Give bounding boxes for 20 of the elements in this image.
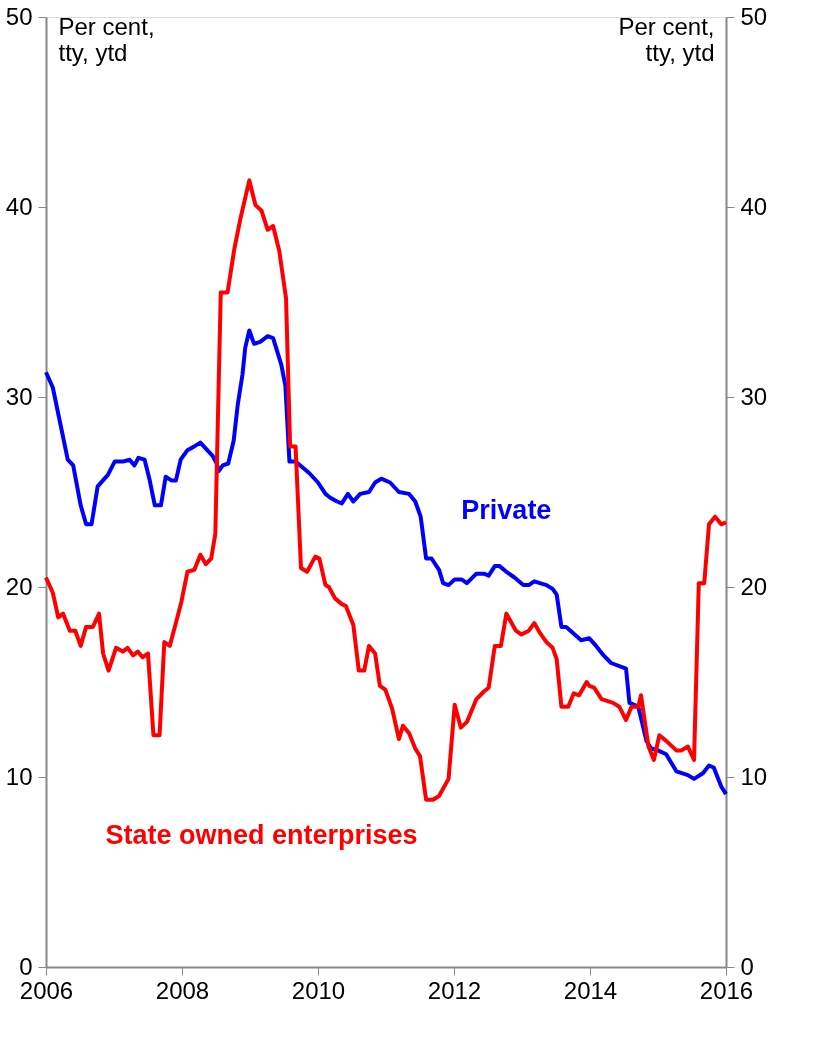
y2-tick-label: 20: [740, 572, 768, 600]
y-tick-label: 50: [5, 2, 33, 30]
x-tick-label: 2010: [291, 976, 346, 1004]
y-tick-label: 40: [5, 192, 33, 220]
y2-tick-label: 40: [740, 192, 768, 220]
y2-tick-label: 30: [740, 382, 768, 410]
y-tick-label: 10: [5, 762, 33, 790]
x-tick-label: 2014: [563, 976, 618, 1004]
x-tick-label: 2012: [427, 976, 482, 1004]
line-series: [44, 328, 728, 797]
y-axis-title: Per cent, tty, ytd: [58, 12, 155, 66]
line-series: [44, 178, 728, 802]
y2-tick-label: 50: [740, 2, 768, 30]
series-label: Private: [461, 495, 552, 525]
y2-axis-title: Per cent, tty, ytd: [618, 12, 715, 66]
series-label: State owned enterprises: [105, 819, 418, 850]
y-tick-label: 30: [5, 382, 33, 410]
y-tick-label: 20: [5, 572, 33, 600]
y2-tick-label: 10: [740, 762, 768, 790]
x-tick-label: 2008: [155, 976, 210, 1004]
